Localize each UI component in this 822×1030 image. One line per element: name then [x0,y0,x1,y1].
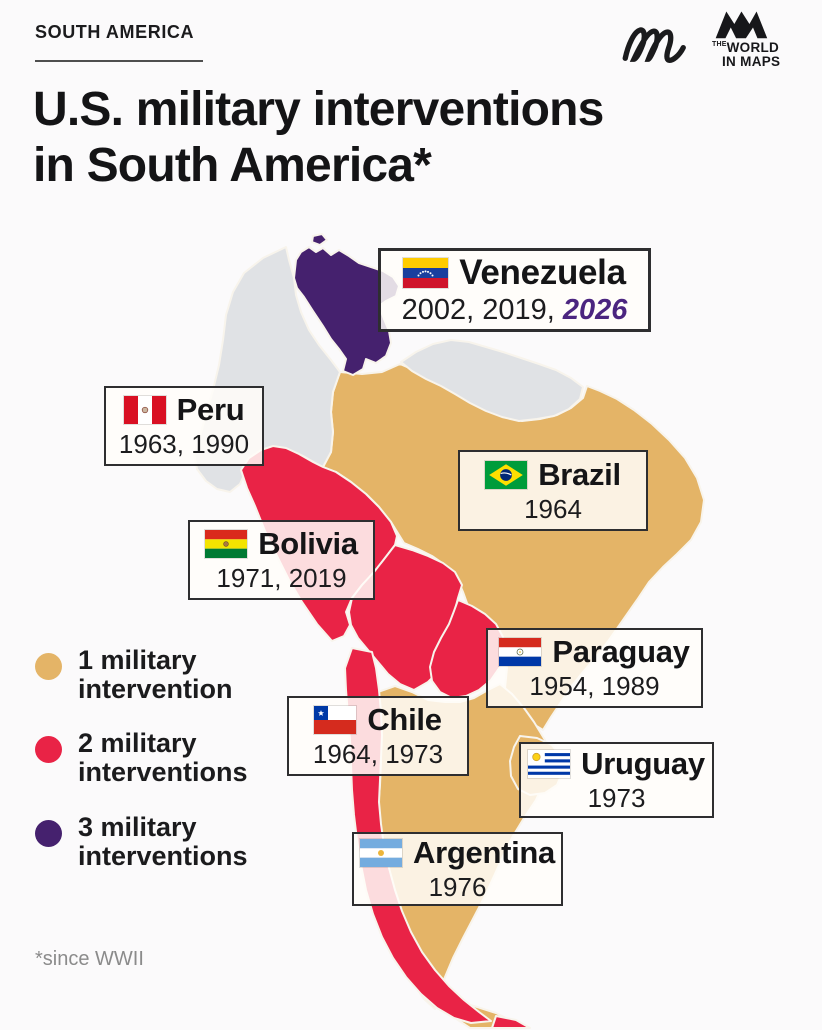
uruguay-flag-icon [528,750,571,778]
bolivia-flag-icon [205,530,248,558]
map-region-guianas [400,339,584,422]
footnote: *since WWII [35,948,144,970]
brazil-flag-icon [485,460,528,489]
chile-flag-icon [314,706,357,734]
legend-item-1-intervention: 1 military intervention [35,645,248,704]
brand-wordmark: THEWORLD IN MAPS [712,40,781,70]
map-country-venezuela-islet [311,233,328,246]
region-kicker: SOUTH AMERICA [35,22,195,42]
country-name: Venezuela [459,253,626,292]
country-name: Paraguay [552,634,690,669]
venezuela-flag-icon [403,258,449,288]
country-name: Uruguay [581,746,705,781]
country-name: Chile [367,702,442,737]
legend-dot-3-interventions [35,819,62,847]
label-uruguay: Uruguay 1973 [519,742,714,818]
label-venezuela: Venezuela 2002, 2019, 2026 [378,248,651,332]
map-region-fuegian-islands [491,1015,531,1029]
legend-dot-1-intervention [35,653,62,680]
argentina-flag-icon [360,839,403,867]
country-name: Brazil [538,456,621,492]
world-in-maps-logo: THEWORLD IN MAPS [712,8,780,70]
intervention-years: 1964, 1973 [312,739,444,769]
intervention-years: 1963, 1990 [118,429,250,459]
page-title: U.S. military interventions in South Ame… [33,82,604,194]
peru-flag-icon [123,396,166,424]
intervention-years: 1971, 2019 [216,563,347,593]
highlighted-year: 2026 [562,294,628,326]
intervention-years: 1954, 1989 [529,671,660,701]
intervention-years: 1976 [428,872,487,902]
title-line-2: in South America* [33,139,432,193]
legend: 1 military intervention 2 military interve… [35,645,248,871]
intervention-years: 1973 [587,783,646,813]
label-brazil: Brazil 1964 [458,450,648,531]
label-chile: Chile 1964, 1973 [287,696,469,776]
cursive-m-logo-icon [622,27,686,63]
paraguay-flag-icon [499,638,542,666]
label-paraguay: Paraguay 1954, 1989 [486,628,703,708]
label-argentina: Argentina 1976 [352,832,563,906]
country-name: Peru [176,392,245,427]
legend-item-2-interventions: 2 military interventions [35,729,248,787]
legend-dot-2-interventions [35,736,62,764]
intervention-years: 1964 [524,493,582,524]
country-name: Argentina [413,835,555,870]
legend-item-3-interventions: 3 military interventions [35,812,248,871]
label-peru: Peru 1963, 1990 [104,386,264,466]
title-line-1: U.S. military interventions [33,83,604,136]
wm-monogram-icon [715,11,768,39]
country-name: Bolivia [258,526,358,561]
intervention-years: 2002, 2019, 2026 [401,294,628,326]
label-bolivia: Bolivia 1971, 2019 [188,520,375,600]
kicker-underline [35,60,203,62]
